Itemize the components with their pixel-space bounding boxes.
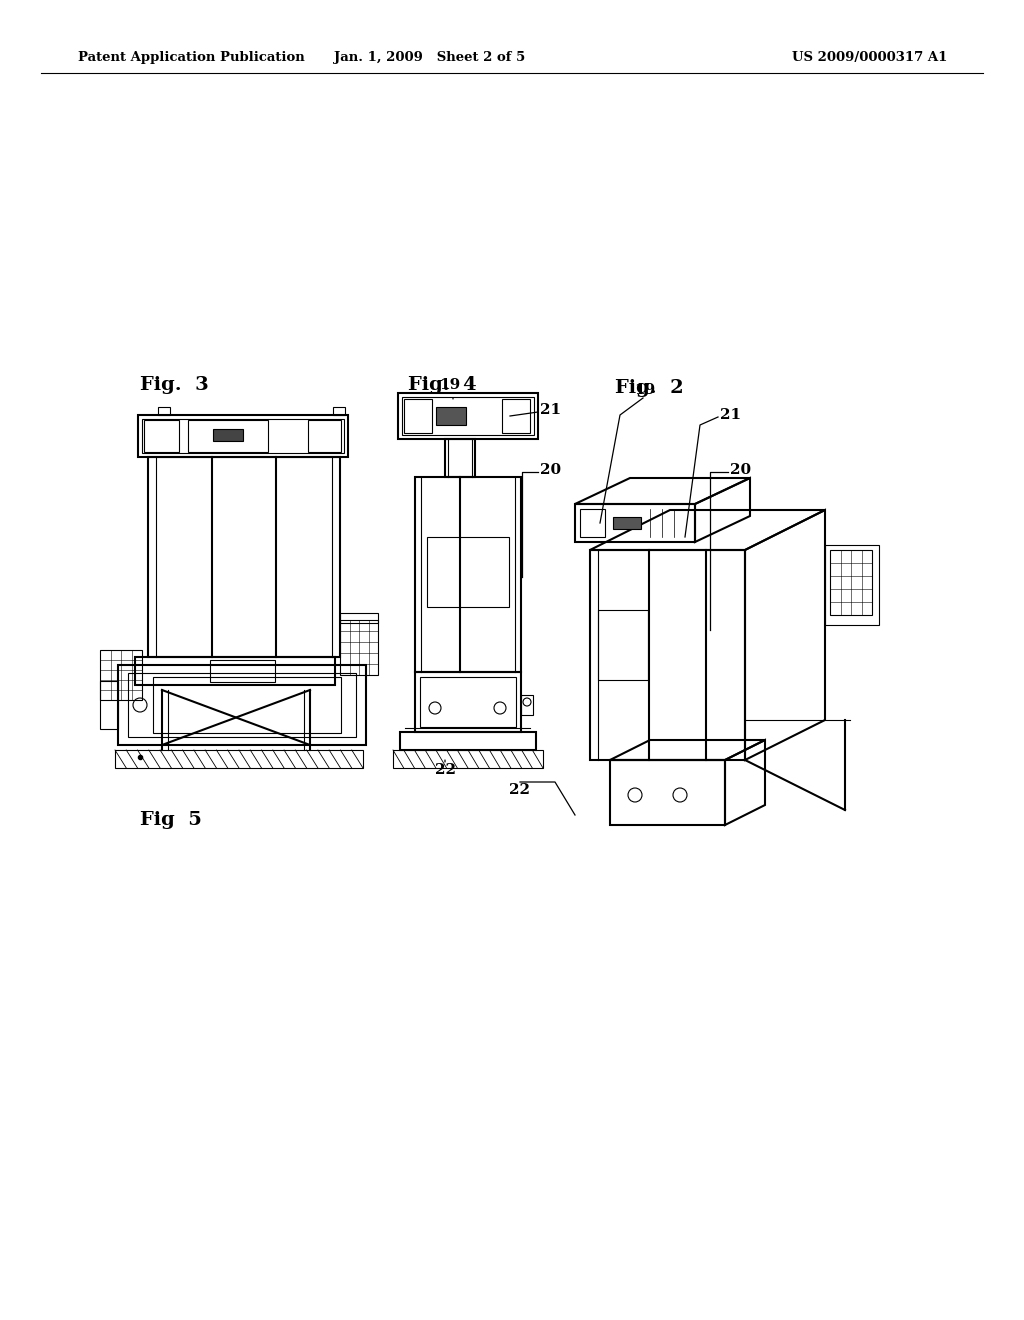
Bar: [128, 673, 356, 737]
Bar: [598, 610, 647, 680]
Bar: [340, 612, 378, 623]
Bar: [340, 620, 378, 675]
Bar: [393, 750, 543, 768]
Text: 21: 21: [720, 408, 741, 422]
Text: 22: 22: [434, 763, 456, 777]
Bar: [115, 750, 362, 768]
Text: Fig.  4: Fig. 4: [408, 376, 476, 393]
Bar: [590, 550, 745, 760]
Bar: [415, 477, 521, 672]
Bar: [158, 407, 170, 414]
Bar: [830, 550, 872, 615]
Text: Jan. 1, 2009   Sheet 2 of 5: Jan. 1, 2009 Sheet 2 of 5: [335, 51, 525, 65]
Bar: [210, 660, 275, 682]
Bar: [502, 399, 530, 433]
Bar: [138, 414, 348, 457]
Text: 20: 20: [540, 463, 561, 477]
Bar: [575, 504, 695, 543]
Text: 22: 22: [510, 783, 530, 797]
Bar: [613, 517, 641, 529]
Bar: [308, 420, 341, 451]
Text: 20: 20: [730, 463, 752, 477]
Bar: [148, 457, 340, 657]
Bar: [402, 397, 534, 436]
Bar: [445, 440, 475, 477]
Bar: [398, 393, 538, 440]
Bar: [415, 672, 521, 733]
Text: 21: 21: [540, 403, 561, 417]
Text: Patent Application Publication: Patent Application Publication: [78, 51, 305, 65]
Bar: [135, 657, 335, 685]
Bar: [100, 681, 118, 729]
Bar: [142, 418, 344, 453]
Text: Fig  5: Fig 5: [140, 810, 202, 829]
Bar: [400, 733, 536, 750]
Bar: [144, 420, 179, 451]
Bar: [427, 537, 509, 607]
Bar: [521, 696, 534, 715]
Text: Fig.  2: Fig. 2: [615, 379, 684, 397]
Text: 19: 19: [635, 383, 655, 397]
Bar: [580, 510, 605, 537]
Bar: [118, 665, 366, 744]
Bar: [436, 407, 466, 425]
Bar: [404, 399, 432, 433]
Bar: [213, 429, 243, 441]
Bar: [333, 407, 345, 414]
Text: Fig.  3: Fig. 3: [140, 376, 209, 393]
Bar: [100, 649, 142, 700]
Bar: [188, 420, 268, 451]
Text: 19: 19: [439, 378, 461, 392]
Bar: [825, 545, 879, 624]
Bar: [153, 677, 341, 733]
Bar: [420, 677, 516, 727]
Text: US 2009/0000317 A1: US 2009/0000317 A1: [793, 51, 947, 65]
